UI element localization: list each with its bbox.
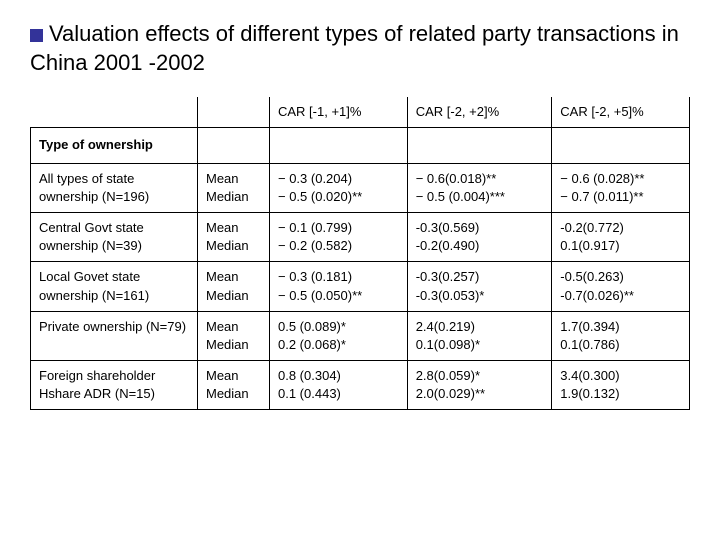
col-header-car2: CAR [-2, +2]%	[407, 97, 552, 128]
cell: -0.2(0.772) 0.1(0.917)	[552, 212, 690, 261]
stat-mean: Mean	[206, 319, 239, 334]
stat-mean: Mean	[206, 269, 239, 284]
row-label: Foreign shareholder Hshare ADR (N=15)	[31, 361, 198, 410]
val: 0.2 (0.068)*	[278, 337, 346, 352]
section-blank-c2	[407, 128, 552, 163]
val: -0.2(0.772)	[560, 220, 624, 235]
cell: -0.5(0.263) -0.7(0.026)**	[552, 262, 690, 311]
section-label: Type of ownership	[31, 128, 198, 163]
cell: − 0.3 (0.204) − 0.5 (0.020)**	[270, 163, 408, 212]
val: 0.1(0.098)*	[416, 337, 480, 352]
stat-cell: Mean Median	[198, 361, 270, 410]
table-row: All types of state ownership (N=196) Mea…	[31, 163, 690, 212]
val: 0.1(0.917)	[560, 238, 619, 253]
val: -0.3(0.569)	[416, 220, 480, 235]
page-title: Valuation effects of different types of …	[30, 20, 690, 77]
val: 1.7(0.394)	[560, 319, 619, 334]
section-blank-c1	[270, 128, 408, 163]
title-text: Valuation effects of different types of …	[30, 21, 679, 75]
table-header-row: CAR [-1, +1]% CAR [-2, +2]% CAR [-2, +5]…	[31, 97, 690, 128]
val: − 0.5 (0.050)**	[278, 288, 362, 303]
val: − 0.5 (0.020)**	[278, 189, 362, 204]
stat-median: Median	[206, 238, 249, 253]
table-row: Foreign shareholder Hshare ADR (N=15) Me…	[31, 361, 690, 410]
stat-cell: Mean Median	[198, 212, 270, 261]
val: 2.0(0.029)**	[416, 386, 485, 401]
stat-mean: Mean	[206, 171, 239, 186]
stat-cell: Mean Median	[198, 311, 270, 360]
title-bullet	[30, 29, 43, 42]
cell: 0.8 (0.304) 0.1 (0.443)	[270, 361, 408, 410]
val: -0.2(0.490)	[416, 238, 480, 253]
val: 0.1 (0.443)	[278, 386, 341, 401]
table-row: Central Govt state ownership (N=39) Mean…	[31, 212, 690, 261]
val: − 0.7 (0.011)**	[560, 189, 643, 204]
cell: 0.5 (0.089)* 0.2 (0.068)*	[270, 311, 408, 360]
val: 0.5 (0.089)*	[278, 319, 346, 334]
cell: − 0.6 (0.028)** − 0.7 (0.011)**	[552, 163, 690, 212]
cell: 1.7(0.394) 0.1(0.786)	[552, 311, 690, 360]
stat-median: Median	[206, 386, 249, 401]
header-blank-2	[198, 97, 270, 128]
val: − 0.6(0.018)**	[416, 171, 497, 186]
cell: -0.3(0.569) -0.2(0.490)	[407, 212, 552, 261]
stat-mean: Mean	[206, 220, 239, 235]
val: 0.8 (0.304)	[278, 368, 341, 383]
cell: 2.4(0.219) 0.1(0.098)*	[407, 311, 552, 360]
stat-cell: Mean Median	[198, 262, 270, 311]
col-header-car1: CAR [-1, +1]%	[270, 97, 408, 128]
section-blank-stat	[198, 128, 270, 163]
table-row: Private ownership (N=79) Mean Median 0.5…	[31, 311, 690, 360]
val: − 0.6 (0.028)**	[560, 171, 644, 186]
stat-median: Median	[206, 288, 249, 303]
cell: − 0.6(0.018)** − 0.5 (0.004)***	[407, 163, 552, 212]
table-row: Local Govet state ownership (N=161) Mean…	[31, 262, 690, 311]
val: 1.9(0.132)	[560, 386, 619, 401]
val: − 0.3 (0.204)	[278, 171, 352, 186]
stat-mean: Mean	[206, 368, 239, 383]
cell: -0.3(0.257) -0.3(0.053)*	[407, 262, 552, 311]
row-label: Local Govet state ownership (N=161)	[31, 262, 198, 311]
row-label: Central Govt state ownership (N=39)	[31, 212, 198, 261]
val: 0.1(0.786)	[560, 337, 619, 352]
val: − 0.5 (0.004)***	[416, 189, 505, 204]
col-header-car3: CAR [-2, +5]%	[552, 97, 690, 128]
section-row: Type of ownership	[31, 128, 690, 163]
stat-cell: Mean Median	[198, 163, 270, 212]
val: − 0.1 (0.799)	[278, 220, 352, 235]
val: − 0.2 (0.582)	[278, 238, 352, 253]
val: -0.3(0.053)*	[416, 288, 485, 303]
val: 3.4(0.300)	[560, 368, 619, 383]
cell: 3.4(0.300) 1.9(0.132)	[552, 361, 690, 410]
row-label: Private ownership (N=79)	[31, 311, 198, 360]
val: -0.5(0.263)	[560, 269, 624, 284]
val: -0.3(0.257)	[416, 269, 480, 284]
stat-median: Median	[206, 337, 249, 352]
row-label: All types of state ownership (N=196)	[31, 163, 198, 212]
val: − 0.3 (0.181)	[278, 269, 352, 284]
section-blank-c3	[552, 128, 690, 163]
val: 2.4(0.219)	[416, 319, 475, 334]
stat-median: Median	[206, 189, 249, 204]
header-blank-1	[31, 97, 198, 128]
cell: − 0.3 (0.181) − 0.5 (0.050)**	[270, 262, 408, 311]
cell: − 0.1 (0.799) − 0.2 (0.582)	[270, 212, 408, 261]
val: -0.7(0.026)**	[560, 288, 634, 303]
valuation-table: CAR [-1, +1]% CAR [-2, +2]% CAR [-2, +5]…	[30, 97, 690, 410]
val: 2.8(0.059)*	[416, 368, 480, 383]
cell: 2.8(0.059)* 2.0(0.029)**	[407, 361, 552, 410]
